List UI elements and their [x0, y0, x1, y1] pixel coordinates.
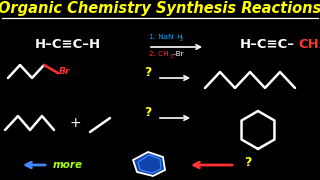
Text: Br: Br — [59, 66, 70, 75]
Text: 1. NaN: 1. NaN — [149, 34, 173, 40]
Text: +: + — [69, 116, 81, 130]
Text: CH₃: CH₃ — [298, 39, 320, 51]
Text: H–C≡C–: H–C≡C– — [240, 39, 295, 51]
Text: more: more — [53, 160, 83, 170]
Text: H: H — [176, 34, 181, 40]
Text: –Br: –Br — [173, 51, 185, 57]
Text: ?: ? — [144, 107, 152, 120]
Text: Organic Chemistry Synthesis Reactions: Organic Chemistry Synthesis Reactions — [0, 1, 320, 17]
Text: ?: ? — [244, 156, 252, 168]
Text: ?: ? — [144, 66, 152, 80]
Text: 2: 2 — [180, 37, 183, 42]
Text: 3: 3 — [170, 54, 173, 59]
Text: H–C≡C–H: H–C≡C–H — [35, 39, 101, 51]
Polygon shape — [133, 152, 165, 176]
Text: 2. CH: 2. CH — [149, 51, 169, 57]
